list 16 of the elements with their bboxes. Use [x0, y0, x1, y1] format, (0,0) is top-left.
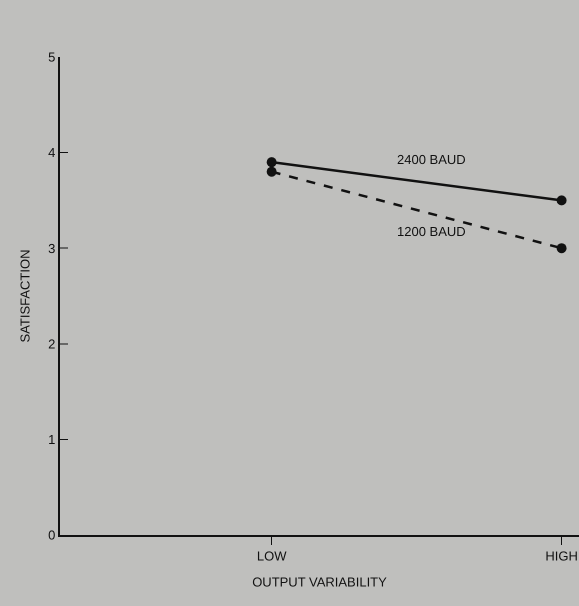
- point: [556, 243, 567, 254]
- series-label: 2400 BAUD: [397, 152, 466, 167]
- series-label: 1200 BAUD: [397, 224, 466, 239]
- x-axis-title: OUTPUT VARIABILITY: [252, 574, 388, 590]
- y-tick-label: 4: [48, 145, 56, 160]
- y-tick-label: 3: [48, 240, 56, 256]
- y-tick-label: 1: [48, 432, 56, 447]
- y-tick-label: 5: [48, 50, 56, 65]
- x-tick-label: HIGH: [545, 548, 578, 564]
- point: [266, 166, 277, 177]
- point: [556, 195, 567, 206]
- x-tick-label: LOW: [256, 548, 288, 564]
- y-axis-title: SATISFACTION: [18, 250, 33, 342]
- y-tick-label: 2: [48, 336, 56, 352]
- y-tick-label: 0: [48, 528, 56, 543]
- point: [266, 157, 277, 168]
